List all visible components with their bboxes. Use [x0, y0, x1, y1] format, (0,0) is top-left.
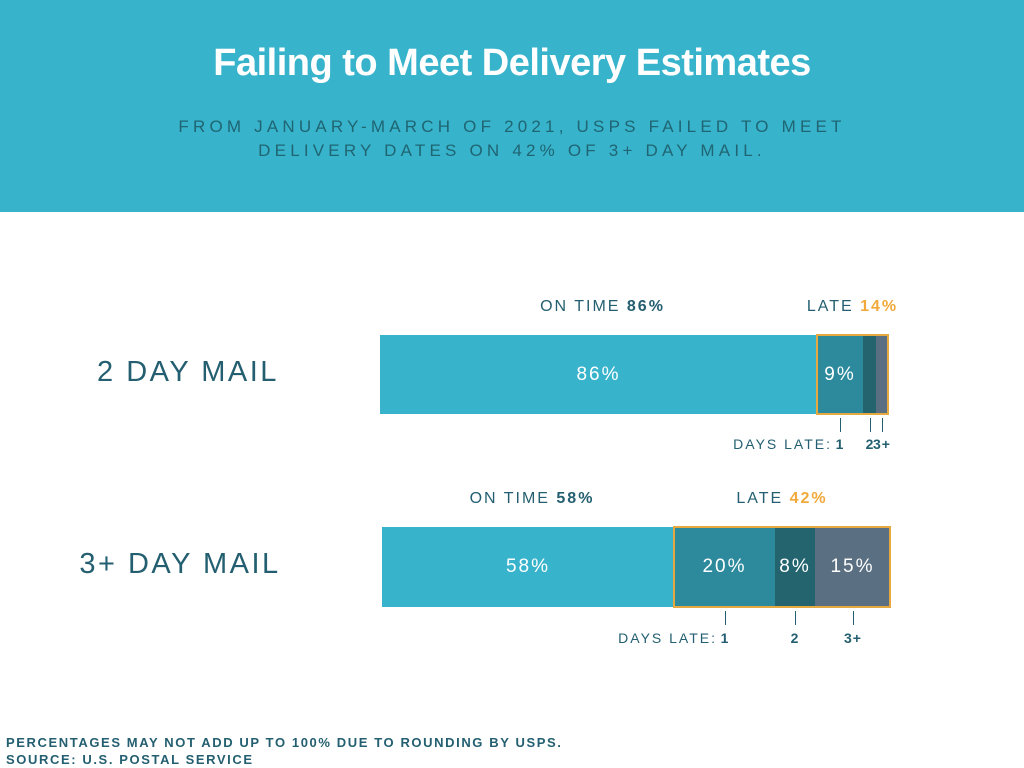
segment-value-label: 9%: [824, 363, 856, 385]
segment-value-label: 20%: [702, 556, 747, 577]
bar-segment-late-3plus-days: [876, 335, 888, 414]
bar-segment-late-2-days: [863, 335, 876, 414]
late-caption-text: LATE: [736, 490, 790, 507]
tick-mark: [882, 418, 883, 432]
on-time-caption-text: ON TIME: [469, 490, 557, 507]
segment-value-label: 58%: [505, 556, 551, 577]
tick-mark: [725, 611, 726, 625]
late-caption: LATE 14%: [807, 298, 898, 316]
tick-label: 2: [865, 436, 875, 452]
segment-value-label: 86%: [576, 363, 621, 385]
tick-label: 2: [790, 630, 800, 646]
page-title: Failing to Meet Delivery Estimates: [213, 42, 811, 84]
bar-segment-late-1-day: 9%: [817, 335, 863, 414]
header-banner: Failing to Meet Delivery Estimates FROM …: [0, 0, 1024, 212]
row-label: 2 DAY MAIL: [97, 356, 279, 388]
late-total: 42%: [789, 490, 828, 507]
bar-segment-late-1-day: 20%: [674, 527, 775, 607]
days-late-caption: DAYS LATE:: [618, 630, 717, 646]
bar-segment-on-time: 86%: [380, 335, 817, 414]
footnote-rounding: PERCENTAGES MAY NOT ADD UP TO 100% DUE T…: [6, 735, 563, 750]
tick-mark: [795, 611, 796, 625]
tick-mark: [870, 418, 871, 432]
on-time-caption-text: ON TIME: [540, 298, 627, 315]
footnote-source: SOURCE: U.S. POSTAL SERVICE: [6, 752, 254, 767]
bar-segment-on-time: 58%: [382, 527, 674, 607]
bar-2: 58% 20% 8% 15%: [382, 527, 890, 607]
tick-label: 1: [835, 436, 845, 452]
page-subtitle: FROM JANUARY-MARCH OF 2021, USPS FAILED …: [178, 117, 846, 160]
segment-value-label: 15%: [830, 556, 875, 577]
tick-label: 1: [720, 630, 730, 646]
segment-value-label: 8%: [779, 556, 811, 577]
on-time-total: 86%: [626, 298, 665, 315]
on-time-caption: ON TIME 86%: [540, 298, 665, 316]
on-time-caption: ON TIME 58%: [470, 490, 595, 508]
days-late-caption: DAYS LATE:: [733, 436, 832, 452]
late-caption-text: LATE: [806, 298, 861, 315]
tick-mark: [853, 611, 854, 625]
tick-mark: [840, 418, 841, 432]
bar-segment-late-2-days: 8%: [775, 527, 815, 607]
bar-1: 86% 9%: [380, 335, 888, 414]
bar-segment-late-3plus-days: 15%: [815, 527, 890, 607]
late-total: 14%: [860, 298, 899, 315]
tick-label: 3+: [844, 630, 862, 646]
row-label: 3+ DAY MAIL: [79, 548, 281, 580]
on-time-total: 58%: [556, 490, 595, 507]
tick-label: 3+: [873, 436, 891, 452]
late-caption: LATE 42%: [736, 490, 827, 508]
